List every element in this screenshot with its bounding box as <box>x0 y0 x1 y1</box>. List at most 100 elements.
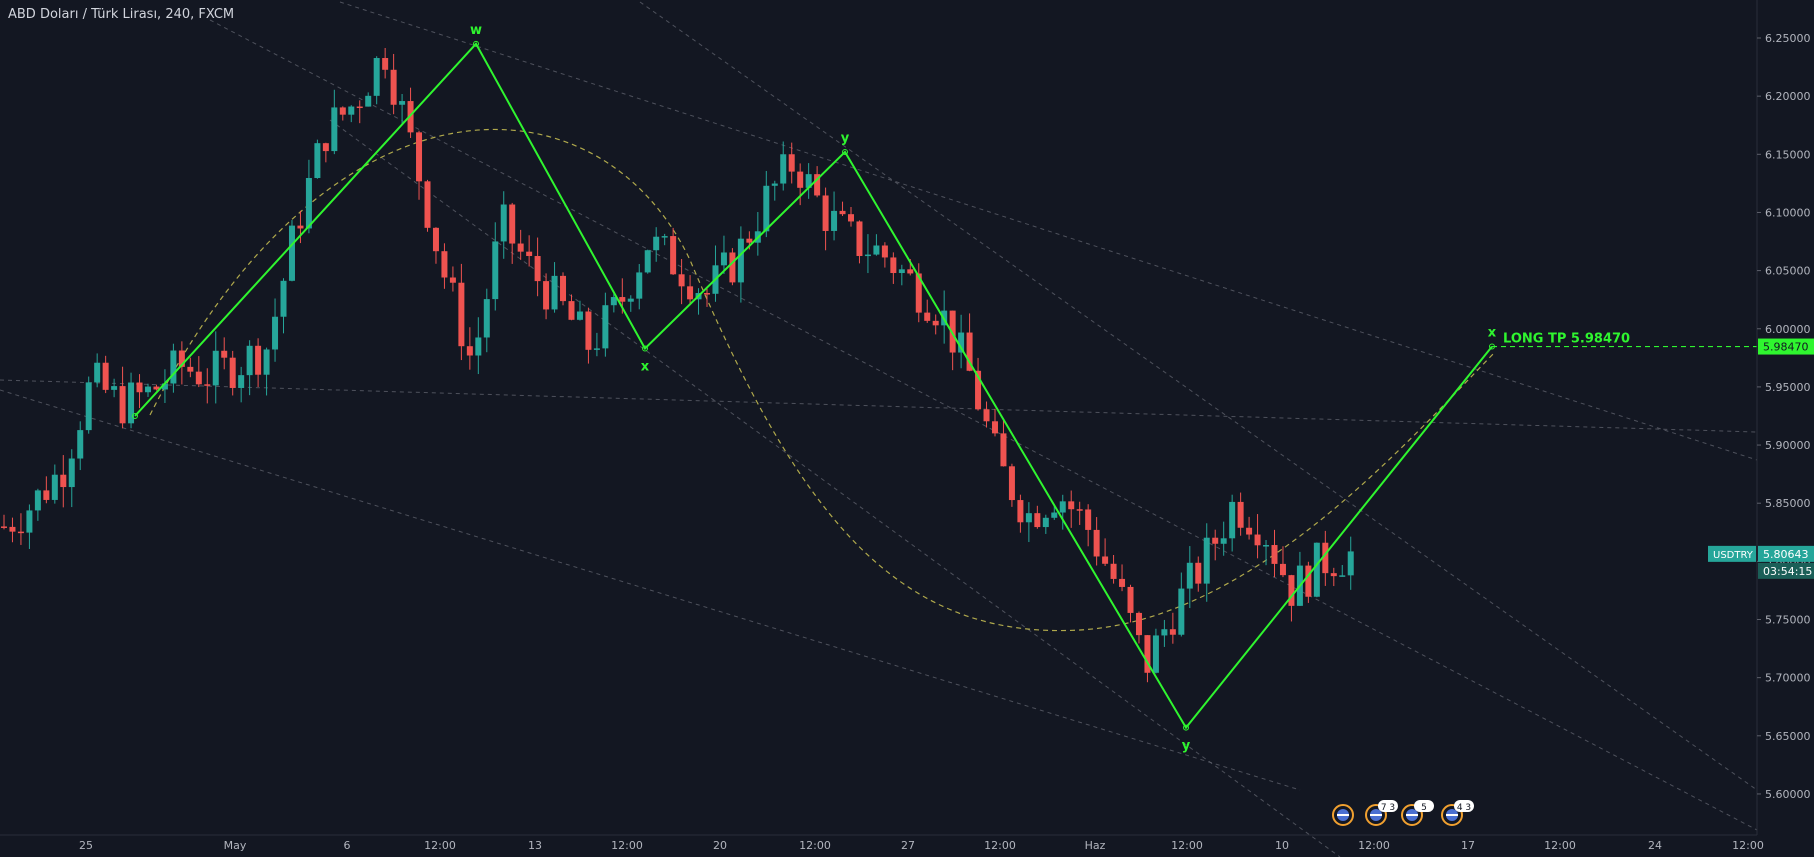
candle-body <box>272 316 279 350</box>
candle-body <box>949 310 956 353</box>
y-tick-label: 6.25000 <box>1765 32 1811 45</box>
candle-body <box>848 214 854 222</box>
ticker-tag <box>1708 545 1756 562</box>
candle-body <box>128 382 135 424</box>
candle-body <box>51 474 58 500</box>
candle-body <box>500 204 507 242</box>
candle-body <box>644 250 651 273</box>
x-tick-label: 27 <box>901 839 915 852</box>
candle-body <box>890 257 897 274</box>
economic-event-icon[interactable]: 5 <box>1401 800 1434 826</box>
candle-body <box>1025 513 1032 523</box>
x-tick-label: 12:00 <box>1171 839 1203 852</box>
x-tick-label: 12:00 <box>1544 839 1576 852</box>
wave-label: y <box>841 131 850 146</box>
candle-body <box>839 210 846 215</box>
wave-label: x <box>1488 326 1497 341</box>
candle-body <box>746 238 753 243</box>
candle-body <box>526 251 533 257</box>
target-price-text: 5.98470 <box>1763 341 1809 354</box>
x-tick-label: 12:00 <box>799 839 831 852</box>
candle-body <box>1059 501 1066 513</box>
last-price-tag <box>1758 545 1814 562</box>
candle-body <box>627 298 634 302</box>
candles <box>1 48 1354 683</box>
candle-body <box>543 281 550 310</box>
candle-body <box>1161 629 1168 636</box>
wave-label: x <box>641 360 650 375</box>
candle-body <box>339 107 346 115</box>
economic-event-icon[interactable]: 4 3 <box>1441 800 1474 826</box>
wave-point <box>642 345 648 352</box>
candle-body <box>1119 578 1126 587</box>
x-tick-label: 12:00 <box>984 839 1016 852</box>
countdown-text: 03:54:15 <box>1763 565 1812 578</box>
candle-body <box>1178 588 1185 635</box>
candle-body <box>780 154 787 184</box>
candle-body <box>822 195 829 231</box>
wave-path <box>134 42 1493 730</box>
candle-body <box>458 282 465 347</box>
y-tick-label: 6.00000 <box>1765 323 1811 336</box>
target-price-tag <box>1758 338 1814 355</box>
x-tick-label: 12:00 <box>424 839 456 852</box>
x-tick-label: May <box>224 839 247 852</box>
candle-body <box>178 350 185 367</box>
candle-body <box>365 95 372 107</box>
x-tick-label: 12:00 <box>1358 839 1390 852</box>
trend-guide-line <box>639 1 1758 791</box>
candle-body <box>26 510 33 533</box>
candle-body <box>517 243 524 252</box>
x-tick-label: 20 <box>713 839 727 852</box>
candle-body <box>212 350 219 386</box>
candle-body <box>331 107 338 152</box>
candle-body <box>1186 562 1193 589</box>
economic-event-icon[interactable]: 7 3 <box>1365 800 1398 826</box>
candle-body <box>432 227 439 252</box>
candle-body <box>636 272 643 299</box>
candle-body <box>915 273 922 313</box>
candle-body <box>238 375 245 388</box>
candle-body <box>1110 563 1117 579</box>
x-tick-label: 6 <box>344 839 351 852</box>
economic-event-icon[interactable] <box>1332 804 1354 826</box>
y-tick-label: 5.95000 <box>1765 381 1811 394</box>
candle-body <box>1322 542 1329 574</box>
candle-body <box>119 386 126 424</box>
candle-body <box>1237 501 1244 528</box>
candle-body <box>585 311 592 350</box>
x-tick-label: 24 <box>1648 839 1662 852</box>
candle-body <box>153 386 160 390</box>
candle-body <box>102 362 109 390</box>
candle-body <box>1195 562 1202 584</box>
candle-body <box>1008 466 1015 501</box>
candle-body <box>399 101 406 105</box>
y-tick-label: 5.90000 <box>1765 439 1811 452</box>
candle-body <box>60 474 67 488</box>
candle-body <box>678 274 685 287</box>
candle-body <box>720 252 727 266</box>
candle-body <box>1330 573 1337 577</box>
candle-body <box>322 143 329 152</box>
chart-title: ABD Doları / Türk Lirası, 240, FXCM <box>8 7 235 22</box>
candle-body <box>619 297 626 302</box>
candle-body <box>907 269 914 274</box>
candle-body <box>1102 556 1109 564</box>
candle-body <box>475 337 482 356</box>
candle-body <box>187 366 194 372</box>
candle-body <box>382 58 389 70</box>
candle-body <box>416 132 423 182</box>
candle-body <box>1127 586 1134 613</box>
candle-body <box>1169 629 1176 635</box>
x-tick-label: 12:00 <box>1732 839 1764 852</box>
candle-body <box>424 181 431 228</box>
x-tick-label: 12:00 <box>611 839 643 852</box>
candle-body <box>704 293 711 295</box>
candle-body <box>1152 635 1159 673</box>
wave-point <box>842 148 848 155</box>
y-tick-label: 5.65000 <box>1765 730 1811 743</box>
candle-body <box>94 362 101 383</box>
candle-body <box>593 348 600 350</box>
